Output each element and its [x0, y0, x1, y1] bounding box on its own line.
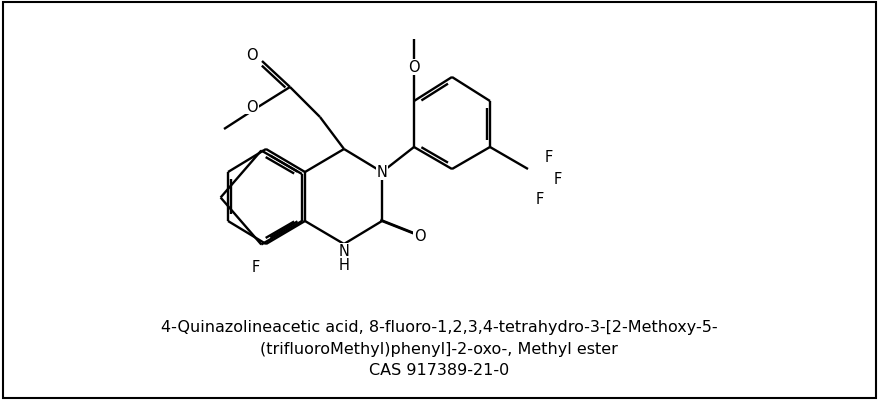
Text: H: H — [338, 257, 349, 272]
Text: (trifluoroMethyl)phenyl]-2-oxo-, Methyl ester: (trifluoroMethyl)phenyl]-2-oxo-, Methyl … — [260, 342, 617, 356]
Text: N: N — [338, 244, 349, 259]
Text: F: F — [536, 192, 543, 207]
Text: O: O — [246, 49, 257, 63]
Text: O: O — [414, 229, 425, 244]
Text: F: F — [544, 150, 552, 165]
Text: F: F — [553, 172, 562, 187]
Text: O: O — [407, 60, 420, 75]
Text: O: O — [246, 99, 257, 114]
Text: F: F — [252, 260, 260, 275]
Text: 4-Quinazolineacetic acid, 8-fluoro-1,2,3,4-tetrahydro-3-[2-Methoxy-5-: 4-Quinazolineacetic acid, 8-fluoro-1,2,3… — [161, 320, 716, 335]
Text: N: N — [376, 165, 387, 180]
Text: CAS 917389-21-0: CAS 917389-21-0 — [369, 363, 508, 378]
